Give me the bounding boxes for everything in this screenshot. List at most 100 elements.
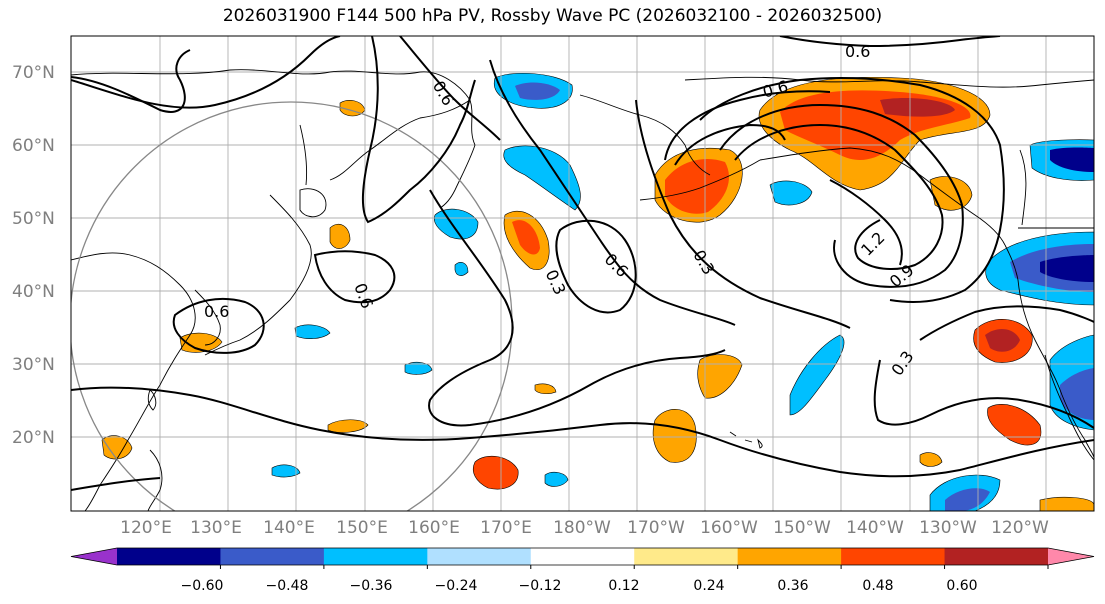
lon-label: 170°E bbox=[480, 518, 532, 538]
lon-label: 120°E bbox=[120, 518, 172, 538]
colorbar-segment bbox=[944, 548, 1049, 565]
colorbar-segment bbox=[841, 548, 946, 565]
colorbar-segment bbox=[220, 548, 325, 565]
colorbar-tick-labels: −0.60 −0.48 −0.36 −0.24 −0.12 0.12 0.24 … bbox=[181, 578, 978, 594]
lat-label: 70°N bbox=[12, 63, 55, 83]
lon-label: 170°W bbox=[627, 518, 685, 538]
positive-anomaly-ca-core bbox=[985, 328, 1020, 352]
lon-label: 180°W bbox=[553, 518, 611, 538]
contour-label: 0.6 bbox=[845, 42, 870, 61]
colorbar-tick-label: 0.48 bbox=[862, 578, 893, 594]
positive-anomaly-korea bbox=[329, 224, 351, 249]
latitude-labels: 70°N 60°N 50°N 40°N 30°N 20°N bbox=[12, 63, 55, 448]
coast-baja bbox=[1044, 354, 1094, 461]
coast-okhotsk bbox=[329, 99, 471, 181]
colorbar-tick-label: 0.36 bbox=[777, 578, 808, 594]
chart-title: 2026031900 F144 500 hPa PV, Rossby Wave … bbox=[222, 6, 883, 26]
positive-anomaly-east-pac bbox=[697, 354, 743, 399]
negative-anomaly-west-us-peak bbox=[1040, 255, 1094, 282]
contour-0.3-east bbox=[635, 99, 851, 329]
coast-border2 bbox=[1019, 149, 1027, 226]
lon-label: 120°W bbox=[991, 518, 1049, 538]
lon-label: 150°W bbox=[773, 518, 831, 538]
lat-label: 30°N bbox=[12, 355, 55, 375]
colorbar-tick-label: 0.60 bbox=[946, 578, 977, 594]
positive-anomaly-small2 bbox=[534, 383, 557, 395]
contour-1.2 bbox=[734, 123, 944, 271]
colorbar-extend-min bbox=[71, 548, 117, 565]
negative-anomaly-kamchatka bbox=[503, 145, 581, 211]
lat-label: 60°N bbox=[12, 136, 55, 156]
positive-anomaly-japan bbox=[179, 332, 223, 353]
coast-alaska-north bbox=[684, 76, 1094, 88]
lon-label: 160°W bbox=[700, 518, 758, 538]
colorbar-segment bbox=[427, 548, 532, 565]
lat-label: 50°N bbox=[12, 209, 55, 229]
colorbar-ticks bbox=[219, 565, 1049, 569]
positive-anomaly-subtrop bbox=[472, 455, 519, 490]
colorbar-segment bbox=[634, 548, 739, 565]
hawaii-islands bbox=[729, 431, 763, 449]
coast-kamchatka bbox=[439, 144, 476, 209]
coast-hokkaido bbox=[299, 188, 327, 218]
positive-anomaly-midpac-core bbox=[512, 220, 540, 255]
negative-anomaly-south-mx-core bbox=[945, 488, 990, 511]
contour-0.6-top-right bbox=[779, 36, 1001, 48]
coast-korea bbox=[194, 289, 221, 346]
coast-west-us bbox=[1017, 279, 1094, 459]
negative-anomaly-nwpac bbox=[433, 208, 479, 240]
lon-label: 130°W bbox=[919, 518, 977, 538]
contour-0.6-japan bbox=[172, 297, 265, 354]
lon-label: 130°E bbox=[190, 518, 242, 538]
map-frame bbox=[70, 35, 1095, 512]
negative-anomaly-small-c bbox=[271, 464, 301, 478]
lon-label: 160°E bbox=[408, 518, 460, 538]
colorbar-segment bbox=[530, 548, 635, 565]
lon-label: 150°E bbox=[336, 518, 388, 538]
longitude-labels: 120°E 130°E 140°E 150°E 160°E 170°E 180°… bbox=[120, 518, 1049, 538]
coast-alaska-west bbox=[579, 94, 711, 176]
coastlines bbox=[71, 69, 1094, 511]
negative-anomaly-baja-core bbox=[1060, 368, 1094, 420]
contour-0.6-inner bbox=[674, 123, 786, 166]
negative-anomaly-bering-core bbox=[515, 82, 560, 100]
coast-china bbox=[71, 252, 196, 511]
lat-label: 20°N bbox=[12, 428, 55, 448]
colorbar-tick-label: −0.24 bbox=[435, 578, 478, 594]
contour-0.3-east2 bbox=[829, 179, 903, 266]
colorbar-segment bbox=[117, 548, 221, 565]
positive-anomaly-baja bbox=[919, 452, 943, 467]
colorbar-tick-label: −0.60 bbox=[181, 578, 224, 594]
colorbar-segment bbox=[737, 548, 842, 565]
coast-philippines bbox=[147, 449, 163, 511]
contour-0.6-center bbox=[313, 250, 396, 304]
contours bbox=[71, 36, 1094, 491]
colorbar-tick-label: −0.48 bbox=[266, 578, 309, 594]
coast-taiwan bbox=[147, 389, 157, 411]
contour-0.9 bbox=[719, 103, 964, 288]
positive-anomaly-south bbox=[1039, 496, 1094, 511]
map-area: 0.6 0.6 0.6 0.6 0.6 0.3 0.3 0.6 1.2 0.9 … bbox=[71, 36, 1094, 511]
contour-0.3-left-bend bbox=[489, 59, 736, 326]
contour-0.3-central bbox=[428, 189, 726, 427]
negative-anomaly-small-b bbox=[404, 361, 433, 375]
contour-0.6-west-arc bbox=[71, 36, 341, 109]
colorbar-segment bbox=[323, 548, 428, 565]
negative-anomaly-east-pac-band bbox=[789, 334, 845, 416]
lat-label: 40°N bbox=[12, 282, 55, 302]
negative-anomaly-small-a bbox=[294, 324, 331, 339]
contour-0.3-bottom-right bbox=[919, 305, 1094, 341]
coast-japan bbox=[204, 194, 312, 356]
lon-label: 140°E bbox=[263, 518, 315, 538]
positive-anomaly-aleutian-core bbox=[665, 159, 729, 214]
coast-aleutians bbox=[639, 159, 761, 201]
negative-anomaly-small-e bbox=[454, 262, 469, 276]
negative-anomaly-gulf-ak bbox=[769, 180, 813, 206]
coast-sakhalin bbox=[299, 124, 308, 186]
contour-0.6-kidney bbox=[555, 219, 637, 314]
colorbar-tick-label: 0.24 bbox=[693, 578, 724, 594]
contour-label: 0.6 bbox=[204, 302, 229, 321]
contour-0.6-nw-alaska bbox=[664, 90, 831, 161]
colorbar-outline bbox=[70, 547, 1095, 566]
